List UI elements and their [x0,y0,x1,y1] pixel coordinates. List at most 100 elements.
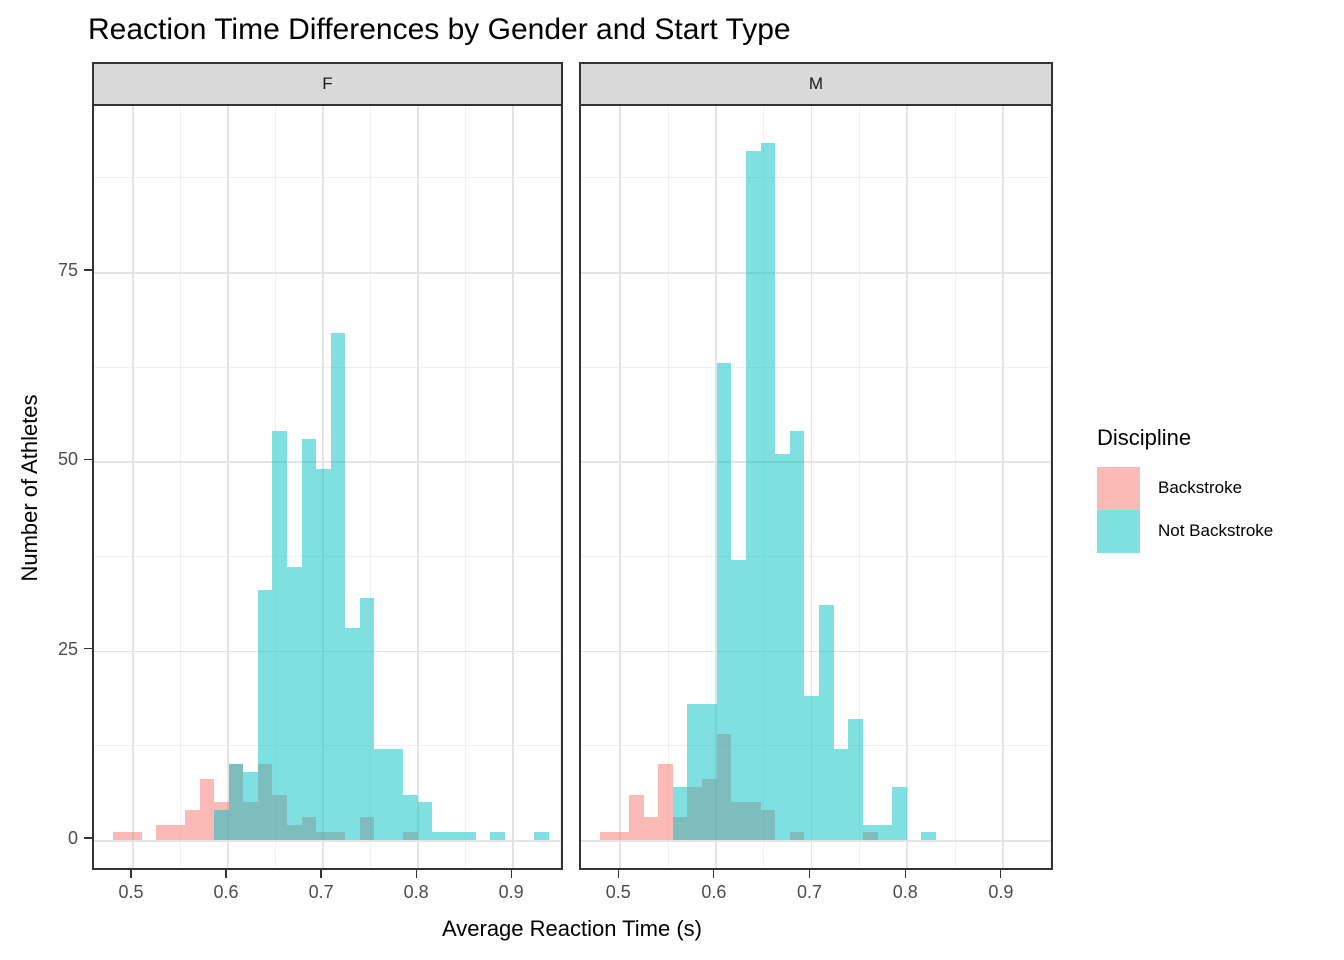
facet-panel-f [92,104,563,870]
histogram-bar-not-backstroke [833,749,849,840]
gridline-x-major [227,106,229,868]
x-tick [130,870,132,878]
gridline-y-major [94,840,561,842]
gridline-y-minor [581,556,1051,557]
histogram-bar-backstroke [170,824,186,840]
y-tick-label: 25 [57,638,78,659]
x-tick [1000,870,1002,878]
gridline-x-minor [858,106,860,868]
histogram-bar-not-backstroke [243,771,258,840]
histogram-bar-not-backstroke [775,453,790,840]
histogram-bar-not-backstroke [272,431,287,840]
gridline-x-major [619,106,621,868]
histogram-bar-not-backstroke [446,832,462,840]
gridline-y-major [581,840,1051,842]
histogram-bar-not-backstroke [702,703,717,840]
histogram-bar-not-backstroke [214,809,229,840]
x-tick-label: 0.9 [988,882,1014,902]
histogram-bar-not-backstroke [345,627,360,840]
y-axis-title: Number of Athletes [17,394,42,582]
histogram-bar-not-backstroke [388,749,404,840]
histogram-bar-not-backstroke [877,824,893,840]
gridline-x-minor [1050,106,1051,868]
facet-strip-m: M [579,62,1053,106]
histogram-bar-not-backstroke [228,764,244,840]
histogram-bar-not-backstroke [862,824,878,840]
x-tick [904,870,906,878]
gridline-y-major [581,272,1051,274]
x-tick-label: 0.5 [605,882,631,902]
histogram-bar-backstroke [614,832,629,840]
x-tick-label: 0.6 [701,882,727,902]
histogram-bar-not-backstroke [461,832,476,840]
x-tick [808,870,811,878]
gridline-y-minor [581,366,1051,368]
x-tick-label: 0.7 [797,882,823,902]
gridline-x-minor [954,106,956,868]
histogram-bar-backstroke [643,817,659,840]
histogram-bar-backstroke [599,832,615,840]
x-tick-label: 0.9 [498,882,524,902]
legend-swatch-backstroke [1097,467,1140,510]
legend-label-backstroke: Backstroke [1158,478,1243,497]
x-tick-label: 0.6 [213,882,239,902]
y-tick-label: 50 [57,449,78,470]
gridline-x-minor [370,106,372,868]
histogram-bar-not-backstroke [257,590,273,840]
histogram-bar-not-backstroke [359,597,375,840]
gridline-x-minor [667,106,669,868]
gridline-y-major [581,650,1051,653]
gridline-x-minor [560,106,561,868]
histogram-bar-backstroke [112,832,128,840]
x-axis-title: Average Reaction Time (s) [441,916,703,941]
histogram-bar-not-backstroke [330,332,346,840]
facet-strip-f: F [92,62,563,106]
histogram-bar-backstroke [156,824,171,840]
gridline-y-major [94,461,561,463]
legend-label-not-backstroke: Not Backstroke [1158,521,1274,540]
facet-panel-m [579,104,1053,870]
y-tick-label: 0 [67,828,78,848]
gridline-y-major [94,272,561,274]
histogram-bar-backstroke [658,764,673,840]
gridline-x-major [512,106,514,868]
gridline-x-major [132,106,134,868]
histogram-bar-not-backstroke [534,832,549,840]
histogram-bar-not-backstroke [301,438,317,840]
histogram-bar-not-backstroke [687,703,703,840]
histogram-bar-not-backstroke [921,832,937,840]
y-tick [84,837,92,839]
y-tick [84,458,92,460]
x-tick-label: 0.5 [118,882,144,902]
x-tick [415,870,417,878]
x-tick-label: 0.7 [308,882,334,902]
gridline-y-major [581,461,1051,463]
gridline-x-major [417,106,419,868]
x-tick [617,870,619,878]
histogram-bar-backstroke [185,809,200,840]
facet-strip-f-label: F [322,74,333,93]
histogram-bar-backstroke [127,832,142,840]
histogram-bar-not-backstroke [672,786,688,840]
y-tick [84,269,92,271]
histogram-bar-not-backstroke [892,786,907,840]
histogram-bar-backstroke [628,794,644,840]
histogram-bar-not-backstroke [716,362,732,840]
histogram-bar-not-backstroke [760,143,776,840]
histogram-bar-backstroke [199,779,215,840]
histogram-bar-not-backstroke [789,431,805,840]
gridline-x-major [715,106,717,868]
gridline-x-major [810,106,813,868]
histogram-bar-not-backstroke [374,749,389,840]
legend-title: Discipline [1097,425,1192,450]
gridline-x-minor [180,106,181,868]
histogram-bar-not-backstroke [417,802,433,840]
histogram-bar-not-backstroke [403,794,418,840]
histogram-bar-not-backstroke [731,559,746,840]
histogram-bar-not-backstroke [432,832,447,840]
histogram-bar-not-backstroke [316,468,331,840]
gridline-y-minor [94,366,561,368]
histogram-bar-not-backstroke [745,150,761,840]
x-tick [510,870,512,878]
